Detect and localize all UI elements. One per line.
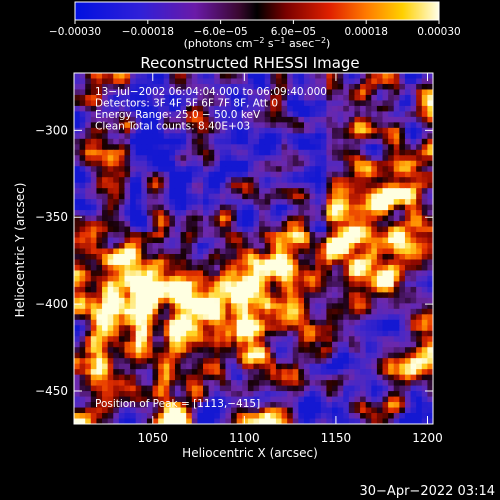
colorbar-tick-label: 0.00030 <box>417 26 460 38</box>
annotation-line: Clean Total counts: 8.40E+03 <box>95 121 250 133</box>
colorbar-tick-label: 0.00018 <box>344 26 387 38</box>
footer-timestamp: 30−Apr−2022 03:14 <box>360 484 496 499</box>
colorbar-unit-label: (photons cm−2 s−1 asec−2) <box>184 36 331 50</box>
annotation-line: Energy Range: 25.0 − 50.0 keV <box>95 109 261 121</box>
x-tick-label: 1150 <box>321 431 352 445</box>
plot-frame <box>73 72 434 425</box>
x-tick-label: 1050 <box>137 431 168 445</box>
annotation-block: 13−Jul−2002 06:04:04.000 to 06:09:40.000… <box>95 86 327 133</box>
y-tick-labels: −300 −350 −400 −450 <box>35 123 68 398</box>
colorbar-tick-label: −0.00018 <box>122 26 174 38</box>
x-tick-labels: 1050 1100 1150 1200 <box>137 431 442 445</box>
colorbar-ticks <box>74 20 440 24</box>
colorbar: −0.00030 −0.00018 −6.0e−05 6.0e−05 0.00018 0.… <box>49 1 461 50</box>
y-axis-label: Heliocentric Y (arcsec) <box>13 183 27 318</box>
x-tick-label: 1100 <box>229 431 260 445</box>
colorbar-tick-label: 6.0e−05 <box>271 26 316 38</box>
x-axis-label: Heliocentric X (arcsec) <box>182 446 318 460</box>
peak-position-label: Position of Peak = [1113,−415] <box>95 398 260 410</box>
x-tick-label: 1200 <box>412 431 443 445</box>
heatmap-image <box>74 73 433 424</box>
y-tick-label: −450 <box>35 384 68 398</box>
colorbar-tick-labels: −0.00030 −0.00018 −6.0e−05 6.0e−05 0.00018 0.… <box>49 26 461 38</box>
y-tick-label: −400 <box>35 297 68 311</box>
colorbar-tick-label: −6.0e−05 <box>194 26 248 38</box>
annotation-line: 13−Jul−2002 06:04:04.000 to 06:09:40.000 <box>95 86 327 98</box>
chart-title: Reconstructed RHESSI Image <box>140 54 359 72</box>
y-tick-label: −300 <box>35 123 68 137</box>
y-tick-label: −350 <box>35 210 68 224</box>
axis-ticks <box>74 73 433 424</box>
colorbar-tick-label: −0.00030 <box>49 26 101 38</box>
colorbar-gradient <box>74 1 440 21</box>
annotation-line: Detectors: 3F 4F 5F 6F 7F 8F, Att 0 <box>95 98 278 110</box>
